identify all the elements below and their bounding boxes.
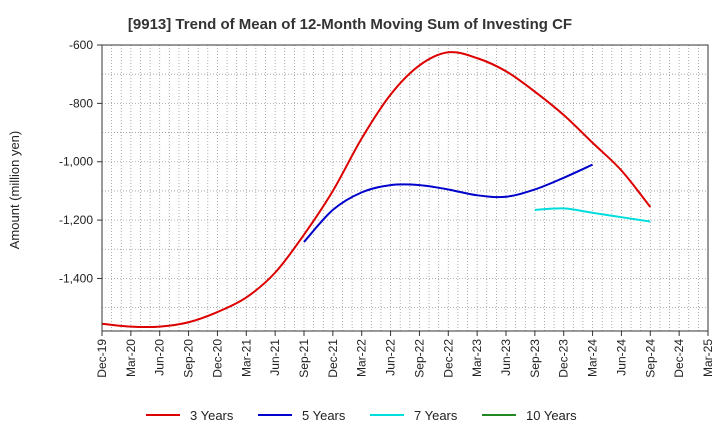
x-tick-label: Sep-21	[297, 339, 311, 378]
x-tick-label: Mar-25	[701, 339, 715, 377]
y-axis-label: Amount (million yen)	[7, 131, 22, 250]
x-tick-label: Mar-24	[586, 339, 600, 377]
x-tick-label: Sep-23	[528, 339, 542, 378]
plot-area	[102, 45, 708, 331]
x-tick-label: Mar-21	[239, 339, 253, 377]
x-tick-label: Jun-21	[268, 339, 282, 376]
x-tick-label: Dec-19	[95, 339, 109, 378]
series-line-7-years	[534, 207, 651, 223]
y-axis: -600 -800 -1,000 -1,200 -1,400	[59, 38, 102, 285]
series-layer	[101, 51, 652, 329]
legend-label-5-years: 5 Years	[302, 408, 346, 423]
legend-label-10-years: 10 Years	[526, 408, 577, 423]
x-tick-label: Dec-20	[210, 339, 224, 378]
x-tick-label: Jun-23	[499, 339, 513, 376]
grid	[102, 44, 708, 331]
y-tick-label: -600	[69, 38, 93, 52]
x-tick-label: Mar-23	[470, 339, 484, 377]
y-tick-label: -1,200	[59, 213, 93, 227]
legend-label-3-years: 3 Years	[190, 408, 234, 423]
x-tick-label: Dec-23	[557, 339, 571, 378]
legend: 3 Years 5 Years 7 Years 10 Years	[146, 408, 577, 423]
plot-border	[101, 44, 709, 332]
x-tick-label: Mar-20	[124, 339, 138, 377]
chart-title: [9913] Trend of Mean of 12-Month Moving …	[128, 16, 572, 33]
series-line-5-years	[303, 163, 593, 243]
x-tick-label: Jun-20	[153, 339, 167, 376]
series-line-3-years	[101, 51, 652, 329]
x-tick-label: Dec-24	[672, 339, 686, 378]
y-tick-label: -800	[69, 96, 93, 110]
y-tick-label: -1,000	[59, 155, 93, 169]
x-tick-label: Jun-22	[384, 339, 398, 376]
x-tick-label: Jun-24	[614, 339, 628, 376]
legend-label-7-years: 7 Years	[414, 408, 458, 423]
x-tick-label: Dec-22	[441, 339, 455, 378]
x-axis: Dec-19 Mar-20 Jun-20 Sep-20 Dec-20 Mar-21 Jun-…	[95, 331, 715, 378]
x-tick-label: Sep-20	[182, 339, 196, 378]
y-tick-label: -1,400	[59, 271, 93, 285]
x-tick-label: Sep-22	[412, 339, 426, 378]
x-tick-label: Mar-22	[355, 339, 369, 377]
x-tick-label: Dec-21	[326, 339, 340, 378]
x-tick-label: Sep-24	[643, 339, 657, 378]
